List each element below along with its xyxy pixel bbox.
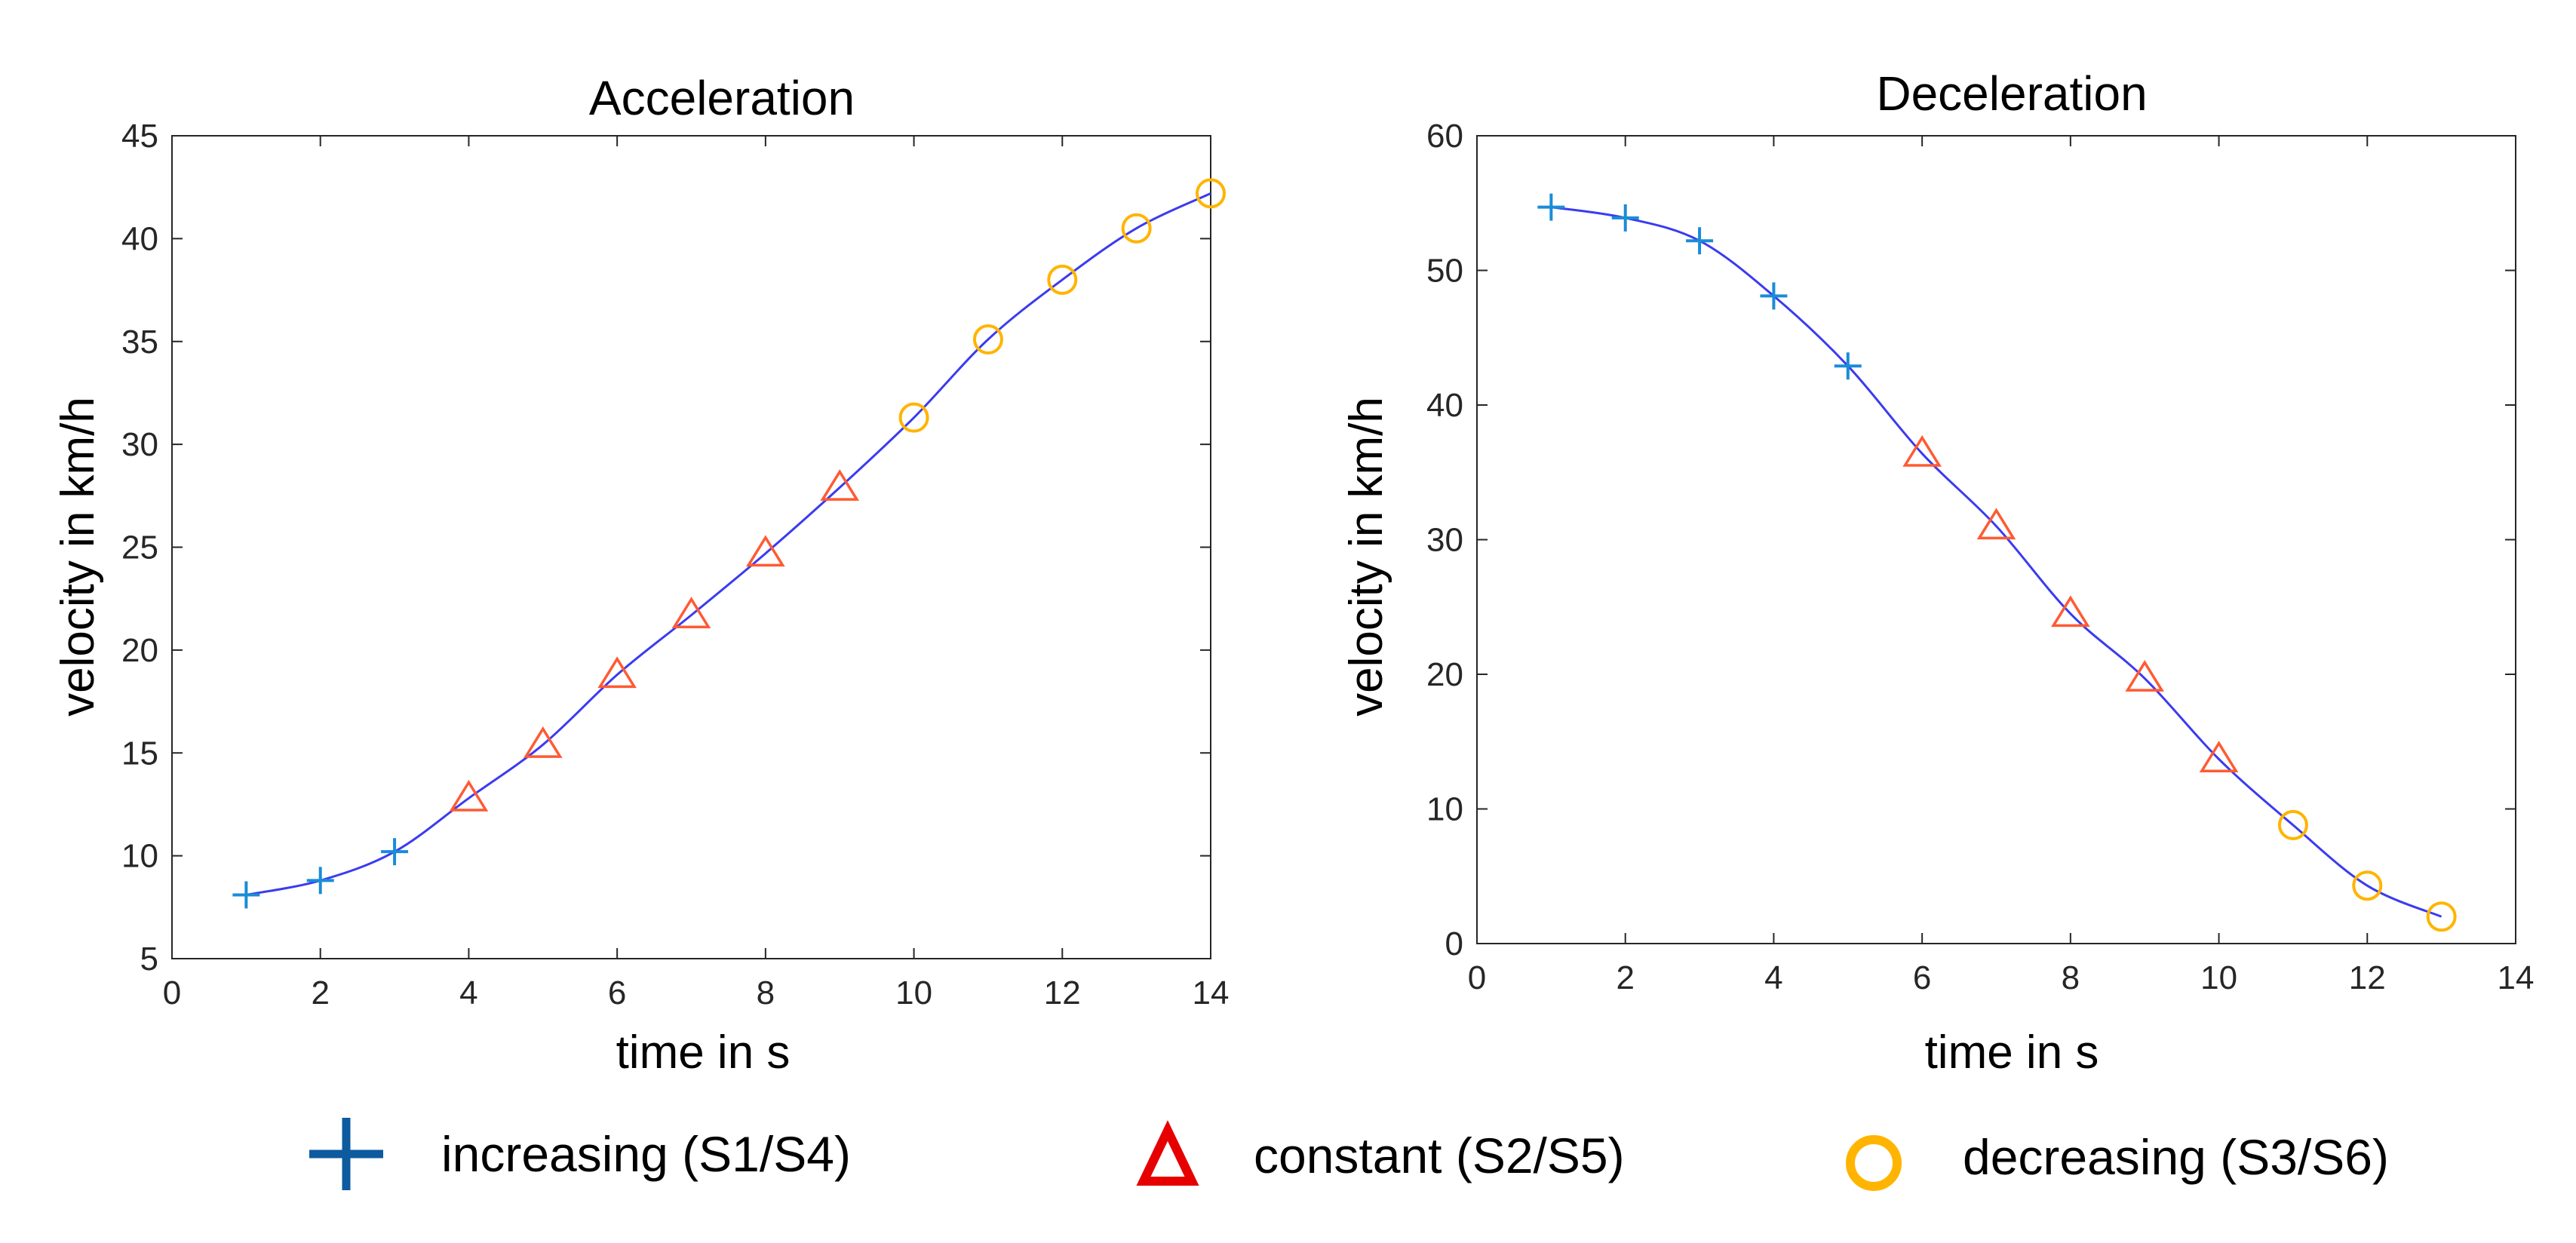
data-point-increasing [381, 838, 409, 866]
data-point-constant [1976, 508, 2016, 540]
triangle-marker-icon [1136, 1120, 1199, 1186]
x-tick-label: 8 [757, 974, 775, 1011]
y-tick-label: 20 [121, 632, 158, 669]
y-tick-label: 50 [1426, 253, 1463, 290]
plot-area [1476, 135, 2516, 944]
chart-title: Deceleration [1876, 66, 2147, 121]
y-axis-label: velocity in km/h [1340, 397, 1392, 717]
y-tick-label: 0 [1445, 925, 1463, 962]
data-point-decreasing [1196, 178, 1226, 209]
x-tick-label: 4 [459, 974, 477, 1011]
x-tick-label: 10 [2200, 959, 2237, 996]
plot-area [171, 135, 1211, 959]
y-tick-label: 20 [1426, 656, 1463, 693]
series-line [1551, 206, 2442, 918]
y-axis-label: velocity in km/h [52, 397, 104, 717]
y-tick-label: 30 [121, 426, 158, 463]
x-tick-label: 2 [1616, 959, 1634, 996]
data-point-constant [2051, 595, 2090, 628]
y-tick-label: 40 [1426, 387, 1463, 424]
data-point-constant [597, 656, 637, 689]
data-point-decreasing [1121, 213, 1152, 244]
data-point-decreasing [1047, 264, 1078, 295]
y-tick-label: 45 [121, 118, 158, 155]
plus-marker-icon [309, 1118, 383, 1190]
legend-item-increasing: increasing (S1/S4) [309, 1118, 851, 1190]
data-point-constant [1902, 434, 1942, 467]
y-tick-label: 5 [140, 941, 158, 978]
x-tick-label: 12 [1044, 974, 1081, 1011]
y-tick-label: 15 [121, 735, 158, 772]
x-tick-label: 0 [1468, 959, 1486, 996]
data-point-decreasing [2277, 809, 2308, 840]
x-tick-label: 14 [1193, 974, 1230, 1011]
data-point-increasing [1760, 282, 1788, 310]
data-point-constant [820, 469, 860, 501]
data-point-constant [523, 726, 563, 758]
data-point-constant [671, 597, 711, 629]
x-tick-label: 10 [895, 974, 932, 1011]
circle-marker-icon [1846, 1135, 1902, 1191]
data-point-constant [2125, 660, 2165, 692]
y-tick-label: 60 [1426, 118, 1463, 155]
chart-title: Acceleration [589, 71, 855, 125]
legend-label: decreasing (S3/S6) [1963, 1129, 2389, 1185]
legend-label: constant (S2/S5) [1254, 1128, 1625, 1183]
data-point-decreasing [2426, 901, 2457, 932]
data-point-increasing [1611, 204, 1639, 232]
deceleration-chart: 0 2 4 6 8 10 12 14 0 10 20 30 40 50 60 Deceleration time… [1340, 66, 2534, 1079]
y-tick-label: 10 [121, 838, 158, 875]
acceleration-chart: 0 2 4 6 8 10 12 14 5 10 15 20 25 30 35 40 45 Acceleration… [52, 71, 1229, 1079]
data-point-increasing [232, 881, 260, 909]
data-point-increasing [1834, 352, 1862, 380]
data-point-increasing [306, 867, 334, 895]
x-tick-label: 8 [2062, 959, 2080, 996]
x-tick-label: 14 [2498, 959, 2535, 996]
x-tick-label: 6 [608, 974, 626, 1011]
data-point-constant [449, 779, 489, 812]
x-tick-label: 0 [163, 974, 181, 1011]
x-tick-label: 6 [1913, 959, 1931, 996]
data-point-decreasing [972, 324, 1003, 355]
data-point-constant [746, 535, 785, 567]
data-point-constant [2199, 741, 2239, 772]
x-axis-label: time in s [616, 1027, 791, 1079]
x-tick-label: 4 [1764, 959, 1782, 996]
data-point-decreasing [898, 402, 929, 433]
x-tick-label: 2 [311, 974, 329, 1011]
x-tick-label: 12 [2349, 959, 2386, 996]
legend-label: increasing (S1/S4) [441, 1126, 851, 1182]
y-tick-label: 25 [121, 529, 158, 566]
series-line [246, 192, 1211, 896]
legend: increasing (S1/S4) constant (S2/S5) decr… [309, 1118, 2389, 1191]
data-point-increasing [1537, 193, 1565, 221]
legend-item-constant: constant (S2/S5) [1136, 1120, 1625, 1186]
data-point-decreasing [2352, 870, 2383, 901]
y-tick-label: 10 [1426, 791, 1463, 828]
y-tick-label: 40 [121, 220, 158, 257]
legend-item-decreasing: decreasing (S3/S6) [1846, 1129, 2389, 1191]
data-point-increasing [1686, 227, 1714, 255]
y-tick-label: 30 [1426, 522, 1463, 559]
y-tick-label: 35 [121, 324, 158, 361]
x-axis-label: time in s [1925, 1027, 2099, 1079]
